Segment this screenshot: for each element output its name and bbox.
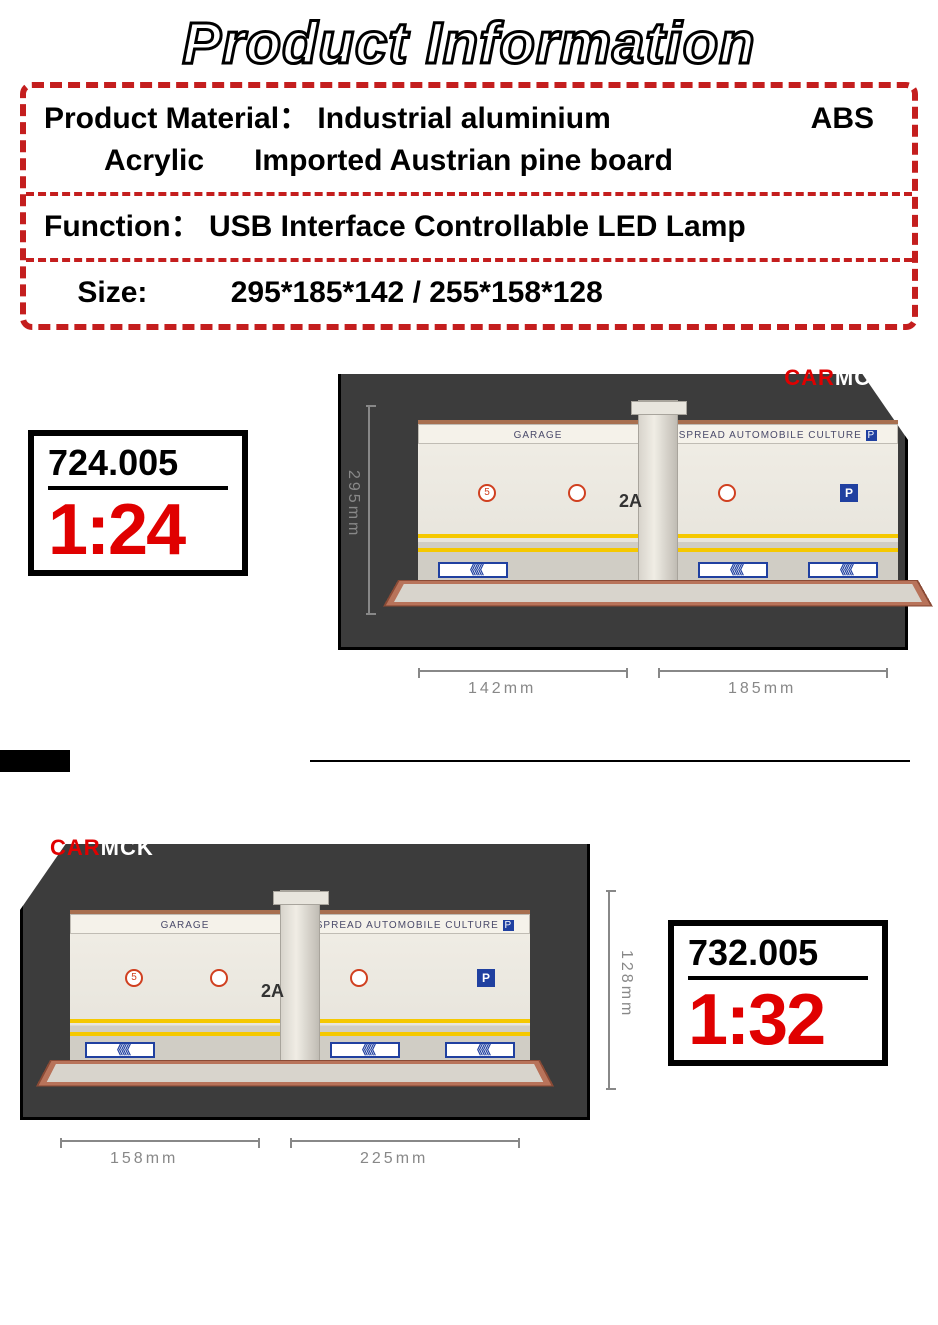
chevron-1a: 《《《 — [438, 562, 508, 578]
pillar-top-2 — [273, 891, 329, 905]
product-2-section: CARMCK GARAGE SPREAD AUTOMOBILE CULTURE … — [0, 820, 938, 1320]
brand-car: CAR — [784, 365, 835, 390]
material-4: Imported Austrian pine board — [254, 144, 673, 177]
p-sign-1: P — [840, 484, 858, 502]
pillar-label-2: 2A — [261, 981, 301, 1002]
title-text: Product Information — [182, 11, 755, 76]
function-value: USB Interface Controllable LED Lamp — [209, 210, 746, 243]
material-row: Product Material： Industrial aluminium A… — [26, 88, 912, 192]
header-left-1: GARAGE — [418, 424, 658, 444]
brand-mck: MCK — [835, 365, 888, 390]
chevron-1c: 《《《 — [808, 562, 878, 578]
dim-h-1a — [418, 670, 628, 672]
brand-car-2: CAR — [50, 835, 101, 860]
dim-h-2b — [290, 1140, 520, 1142]
dim-h-2a — [60, 1140, 260, 1142]
base-2 — [36, 1060, 554, 1086]
header-right-1: SPREAD AUTOMOBILE CULTURE P — [658, 424, 898, 444]
garage-3d-2: GARAGE SPREAD AUTOMOBILE CULTURE P 5 P 《… — [50, 880, 540, 1170]
chevron-2c: 《《《 — [445, 1042, 515, 1058]
product-2-code: 732.005 — [688, 932, 868, 980]
base-1 — [383, 580, 933, 606]
size-value: 295*185*142 / 255*158*128 — [231, 276, 603, 309]
pillar-2: 2A — [280, 890, 320, 1080]
product-1-code: 724.005 — [48, 442, 228, 490]
material-label: Product Material： — [44, 102, 309, 135]
speed-sign-2a: 5 — [125, 969, 143, 987]
pillar-1: 2A — [638, 400, 678, 600]
brand-logo-1: CARMCK — [784, 365, 888, 391]
garage-2: CARMCK GARAGE SPREAD AUTOMOBILE CULTURE … — [20, 820, 630, 1220]
divider-1 — [310, 760, 910, 762]
garage-3d-1: GARAGE SPREAD AUTOMOBILE CULTURE P 5 P 《… — [398, 390, 918, 680]
size-label: Size: — [77, 276, 147, 309]
accent-bar-1 — [0, 750, 70, 772]
pillar-top-1 — [631, 401, 687, 415]
sign-1b — [568, 484, 586, 502]
dim-v-2 — [608, 890, 610, 1090]
product-1-scale: 1:24 — [48, 490, 228, 570]
dim-depth-2: 158mm — [110, 1150, 178, 1168]
dim-depth-1: 142mm — [468, 680, 536, 698]
brand-mck-2: MCK — [101, 835, 154, 860]
garage-1: CARMCK 295mm GARAGE SPREAD AUTOMOBILE CU… — [298, 350, 908, 750]
sign-2c — [350, 969, 368, 987]
dim-h-1b — [658, 670, 888, 672]
header-left-2: GARAGE — [70, 914, 300, 934]
product-1-section: 724.005 1:24 CARMCK 295mm GARAGE SPREAD … — [0, 350, 938, 850]
dim-v-1 — [368, 405, 370, 615]
product-2-scale: 1:32 — [688, 980, 868, 1060]
speed-sign-1a: 5 — [478, 484, 496, 502]
chevron-2b: 《《《 — [330, 1042, 400, 1058]
p-sign-2: P — [477, 969, 495, 987]
dim-width-1: 185mm — [728, 680, 796, 698]
material-3: Acrylic — [104, 144, 204, 177]
chevron-2a: 《《《 — [85, 1042, 155, 1058]
chevron-1b: 《《《 — [698, 562, 768, 578]
info-box: Product Material： Industrial aluminium A… — [20, 82, 918, 330]
sign-1c — [718, 484, 736, 502]
size-row: Size: 295*185*142 / 255*158*128 — [26, 258, 912, 324]
scale-box-1: 724.005 1:24 — [28, 430, 248, 576]
function-label: Function： — [44, 210, 201, 243]
dim-height-2: 128mm — [617, 950, 635, 1018]
brand-logo-2: CARMCK — [50, 835, 154, 861]
sign-2b — [210, 969, 228, 987]
pillar-label-1: 2A — [619, 491, 659, 512]
material-1: Industrial aluminium — [317, 102, 610, 135]
header-right-2: SPREAD AUTOMOBILE CULTURE P — [300, 914, 530, 934]
page-title: Product Information — [0, 0, 938, 82]
dim-height-1: 295mm — [344, 470, 362, 538]
scale-box-2: 732.005 1:32 — [668, 920, 888, 1066]
function-row: Function： USB Interface Controllable LED… — [26, 192, 912, 258]
material-2: ABS — [811, 98, 874, 140]
dim-width-2: 225mm — [360, 1150, 428, 1168]
